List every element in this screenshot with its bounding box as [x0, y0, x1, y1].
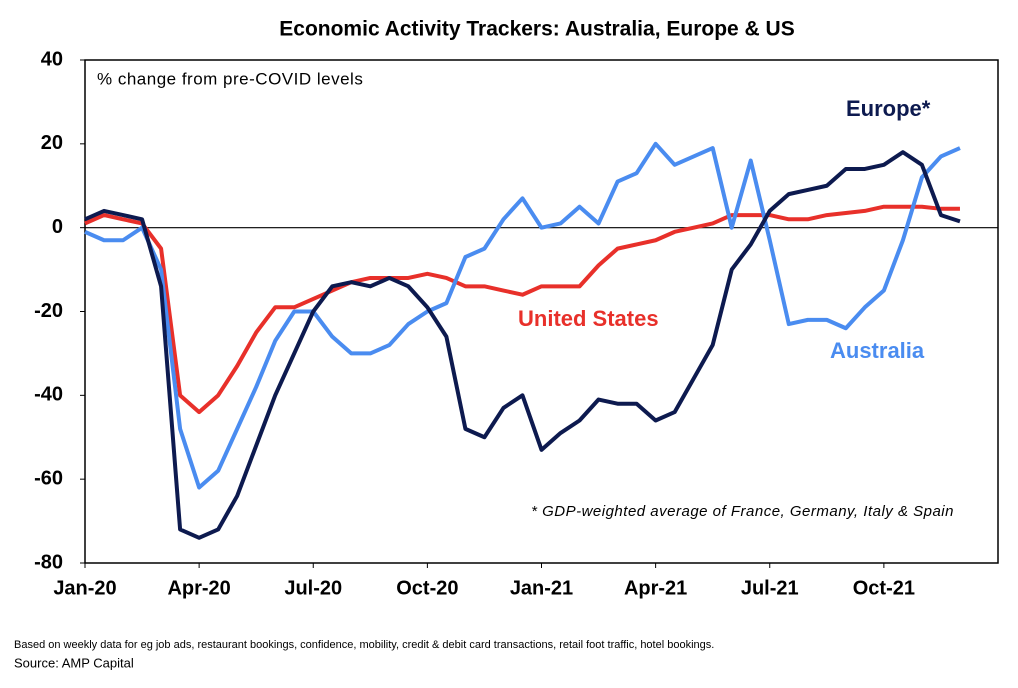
y-tick-label: 20 — [41, 132, 63, 154]
annotation: * GDP-weighted average of France, German… — [531, 503, 954, 520]
y-tick-label: -20 — [34, 300, 63, 322]
x-tick-label: Oct-20 — [396, 577, 458, 599]
y-tick-label: 40 — [41, 48, 63, 70]
y-tick-label: -40 — [34, 384, 63, 406]
x-tick-label: Apr-20 — [167, 577, 230, 599]
series-line — [84, 150, 961, 540]
subtitle: % change from pre-COVID levels — [97, 69, 363, 88]
x-tick-label: Jul-21 — [741, 577, 799, 599]
x-tick-label: Oct-21 — [853, 577, 915, 599]
x-tick-label: Jul-20 — [284, 577, 342, 599]
x-tick-label: Jan-20 — [53, 577, 116, 599]
series-label: Europe* — [846, 96, 931, 121]
source: Source: AMP Capital — [14, 655, 134, 670]
series-line — [84, 204, 960, 415]
y-tick-label: -60 — [34, 467, 63, 489]
x-tick-label: Apr-21 — [624, 577, 687, 599]
y-tick-label: -80 — [34, 551, 63, 573]
footnote: Based on weekly data for eg job ads, res… — [14, 639, 714, 651]
y-tick-label: 0 — [52, 216, 63, 238]
chart-title: Economic Activity Trackers: Australia, E… — [279, 18, 794, 41]
series-line — [84, 141, 961, 490]
x-tick-label: Jan-21 — [510, 577, 573, 599]
series-label: United States — [518, 306, 659, 331]
series-label: Australia — [830, 338, 925, 363]
